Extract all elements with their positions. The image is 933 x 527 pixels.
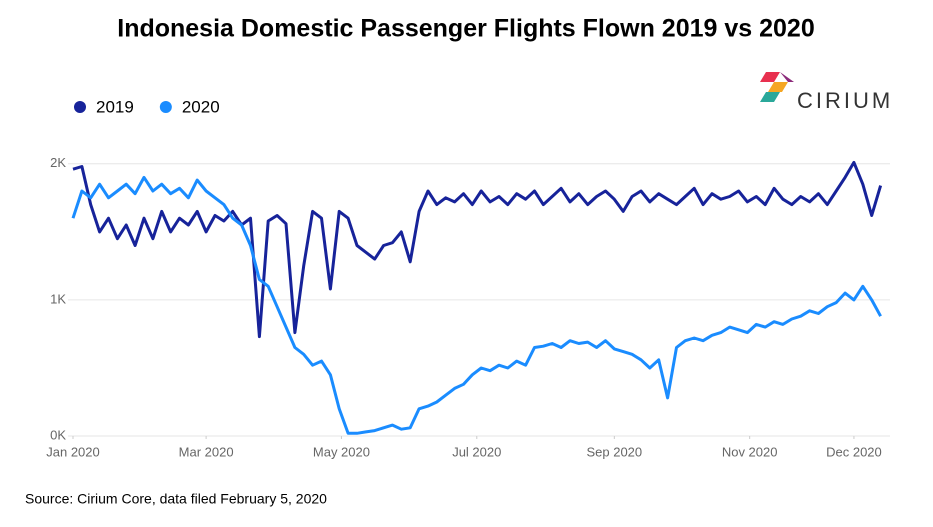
x-tick-label: May 2020 [313,444,370,459]
x-tick-label: Mar 2020 [179,444,234,459]
logo-shape [760,92,780,102]
logo-shape [760,72,780,82]
x-tick-label: Sep 2020 [586,444,642,459]
legend-label: 2020 [182,97,220,116]
legend-marker [74,101,86,113]
x-tick-label: Dec 2020 [826,444,882,459]
logo-shape [768,82,788,92]
legend: 2019 2020 [74,97,220,116]
legend-label: 2019 [96,97,134,116]
series-line [71,175,882,435]
logo-shape [780,72,794,82]
legend-marker [159,101,172,113]
x-tick-label: Jul 2020 [452,444,501,459]
plot-area: 0K 1K 2K Jan 2020 Mar 2020 May 2020 Jul 2020 Se… [46,155,890,459]
x-tick-label: Nov 2020 [722,444,778,459]
series-line [72,160,883,339]
x-tick-label: Jan 2020 [46,444,100,459]
y-tick-label: 1K [50,291,66,306]
chart-title: Indonesia Domestic Passenger Flights Flo… [117,15,815,43]
y-tick-label: 2K [50,155,66,170]
logo: CIRIUM [760,72,893,113]
logo-text: CIRIUM [797,88,893,113]
source-note: Source: Cirium Core, data filed February… [25,491,327,507]
y-tick-label: 0K [50,427,66,442]
